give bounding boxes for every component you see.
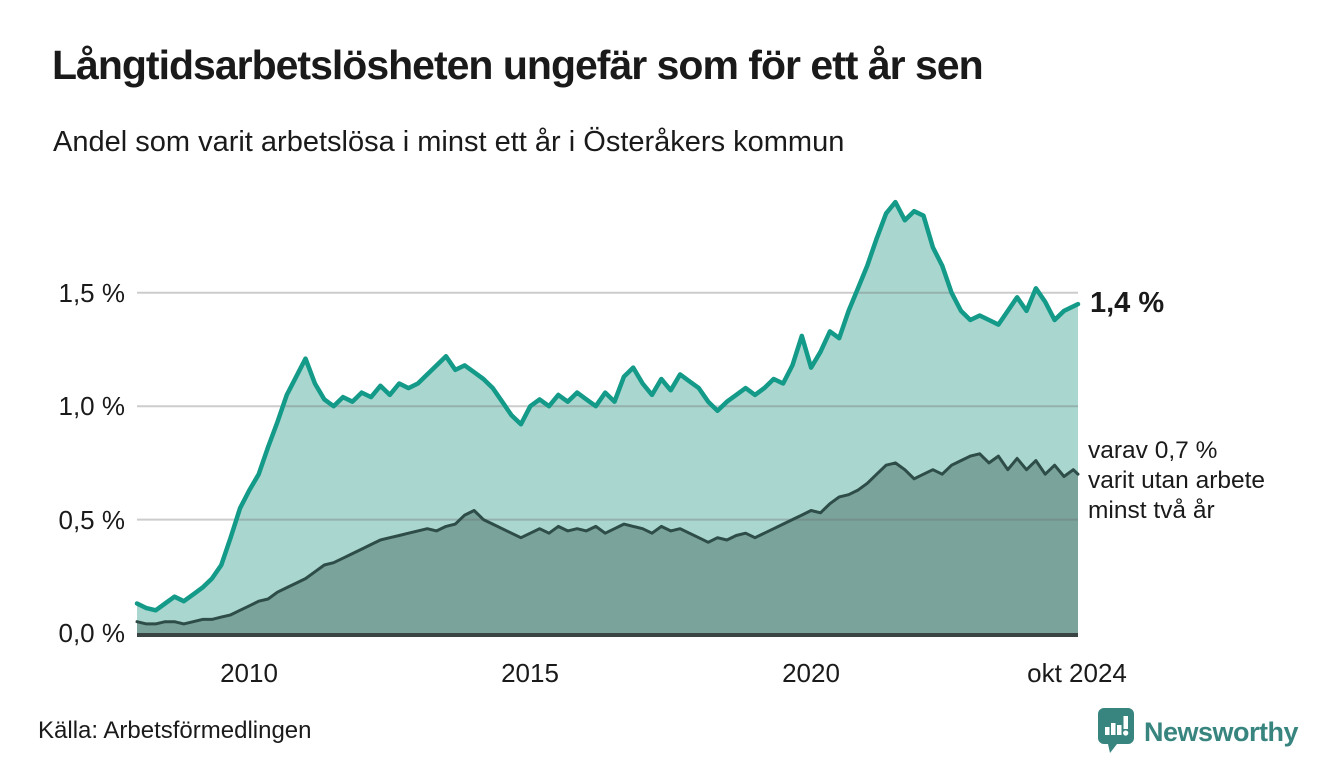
series-line-1 xyxy=(134,199,1081,613)
x-tick-2020: 2020 xyxy=(782,658,840,688)
secondary-series-annotation: varav 0,7 % varit utan arbete minst två … xyxy=(1088,437,1266,524)
y-tick-0-0: 0,0 % xyxy=(58,618,126,648)
brand-wordmark: Newsworthy xyxy=(1143,716,1299,747)
series-line-2 xyxy=(135,452,1080,626)
y-tick-1-5: 1,5 % xyxy=(58,278,126,308)
source-credit: Källa: Arbetsförmedlingen xyxy=(38,717,312,744)
series-area-2 xyxy=(137,453,1078,633)
latest-value-annotation: 1,4 % xyxy=(1090,287,1165,319)
x-tick-okt-2024: okt 2024 xyxy=(1027,658,1127,688)
y-tick-1-0: 1,0 % xyxy=(58,391,126,421)
chart-subtitle: Andel som varit arbetslösa i minst ett å… xyxy=(53,126,845,158)
y-tick-0-5: 0,5 % xyxy=(58,505,126,535)
newsworthy-icon xyxy=(1096,706,1136,758)
x-tick-2015: 2015 xyxy=(501,658,559,688)
chart-title: Långtidsarbetslösheten ungefär som för e… xyxy=(52,42,984,88)
brand-logo: Newsworthy xyxy=(1096,706,1299,758)
x-tick-2010: 2010 xyxy=(220,658,278,688)
